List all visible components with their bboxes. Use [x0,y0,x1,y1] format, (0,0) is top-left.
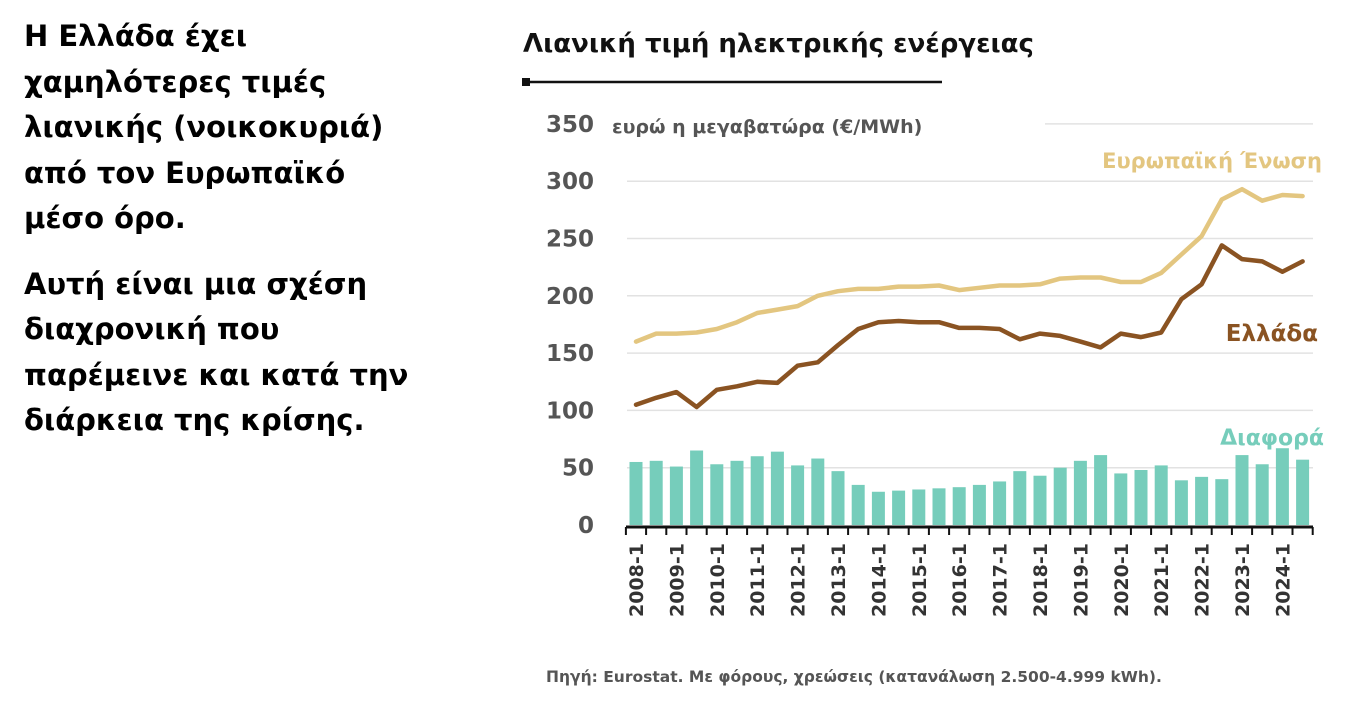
y-tick-label: 100 [546,398,594,424]
x-tick-label: 2018-1 [1030,543,1052,617]
legend-difference: Διαφορά [1220,426,1324,451]
difference-bar [952,487,966,525]
x-tick-label: 2024-1 [1272,543,1294,617]
y-tick-label: 200 [546,284,594,310]
difference-bar [690,450,704,525]
difference-bar [669,466,683,525]
x-tick-label: 2019-1 [1070,543,1092,617]
x-tick-label: 2009-1 [666,543,688,617]
difference-bar [1255,464,1269,525]
text-line: λιανικής (νοικοκυριά) [24,110,384,144]
x-tick-label: 2010-1 [707,543,729,617]
difference-bar [629,461,643,525]
x-tick-label: 2015-1 [909,543,931,617]
x-tick-label: 2013-1 [828,543,850,617]
chart-title: Λιανική τιμή ηλεκτρικής ενέργειας [523,29,1034,59]
x-tick-label: 2020-1 [1111,543,1133,617]
difference-bar [1094,455,1108,525]
difference-bar [770,451,784,525]
x-tick-label: 2022-1 [1192,543,1214,617]
difference-bar [871,491,885,525]
y-axis-label: ευρώ η μεγαβατώρα (€/MWh) [612,116,922,138]
paragraph-2: Αυτή είναι μια σχέση διαχρονική που παρέ… [24,262,494,444]
y-tick-label: 250 [546,227,594,253]
difference-bar [1013,471,1027,525]
difference-bar [1215,479,1229,525]
legend-greece: Ελλάδα [1226,321,1318,347]
y-tick-label: 150 [546,341,594,367]
difference-bar [710,464,724,525]
text-line: διαχρονική που [24,312,280,346]
difference-bar [912,489,926,525]
x-tick-label: 2021-1 [1151,543,1173,617]
difference-bar [1134,469,1148,525]
y-tick-label: 0 [578,513,594,539]
difference-bar [993,481,1007,525]
text-line: μέσο όρο. [24,201,186,235]
difference-bar [972,484,986,525]
x-tick-label: 2011-1 [747,543,769,617]
difference-bar [1053,467,1067,525]
difference-bar [649,460,663,525]
difference-bar [1073,460,1087,525]
text-line: διάρκεια της κρίσης. [24,403,365,437]
paragraph-1: Η Ελλάδα έχει χαμηλότερες τιμές λιανικής… [24,14,494,242]
text-line: Αυτή είναι μια σχέση [24,266,368,301]
y-tick-label: 50 [562,456,594,482]
x-tick-label: 2012-1 [788,543,810,617]
difference-bar [811,458,825,525]
difference-bar [1235,455,1249,525]
x-tick-label: 2016-1 [949,543,971,617]
text-line: παρέμεινε και κατά την [24,357,409,392]
x-tick-label: 2017-1 [990,543,1012,617]
y-tick-label: 300 [546,169,594,195]
text-line: χαμηλότερες τιμές [24,64,327,99]
greece-price-line [633,243,1305,410]
source-note: Πηγή: Eurostat. Με φόρους, χρεώσεις (κατ… [546,668,1162,686]
difference-bar [831,471,845,525]
difference-bar [1174,480,1188,525]
text-line: Η Ελλάδα έχει [24,19,248,53]
difference-bar [1195,476,1209,525]
difference-bar [932,488,946,525]
difference-bar [1275,448,1289,525]
difference-bar [1114,473,1128,525]
x-tick-label: 2014-1 [868,543,890,617]
y-tick-label: 350 [546,112,594,138]
legend-eu: Ευρωπαϊκή Ένωση [1102,149,1322,173]
difference-bar [730,460,744,525]
difference-bar [750,456,764,525]
difference-bar [851,484,865,525]
difference-bar [892,490,906,525]
text-line: από τον Ευρωπαϊκό [24,155,346,190]
difference-bar [1154,465,1168,525]
commentary-text: Η Ελλάδα έχει χαμηλότερες τιμές λιανικής… [24,14,494,464]
x-tick-label: 2008-1 [626,543,648,617]
x-tick-label: 2023-1 [1232,543,1254,617]
difference-bar [1296,459,1310,525]
difference-bar [1033,475,1047,525]
eu-price-line [633,186,1305,344]
difference-bar [791,465,805,525]
